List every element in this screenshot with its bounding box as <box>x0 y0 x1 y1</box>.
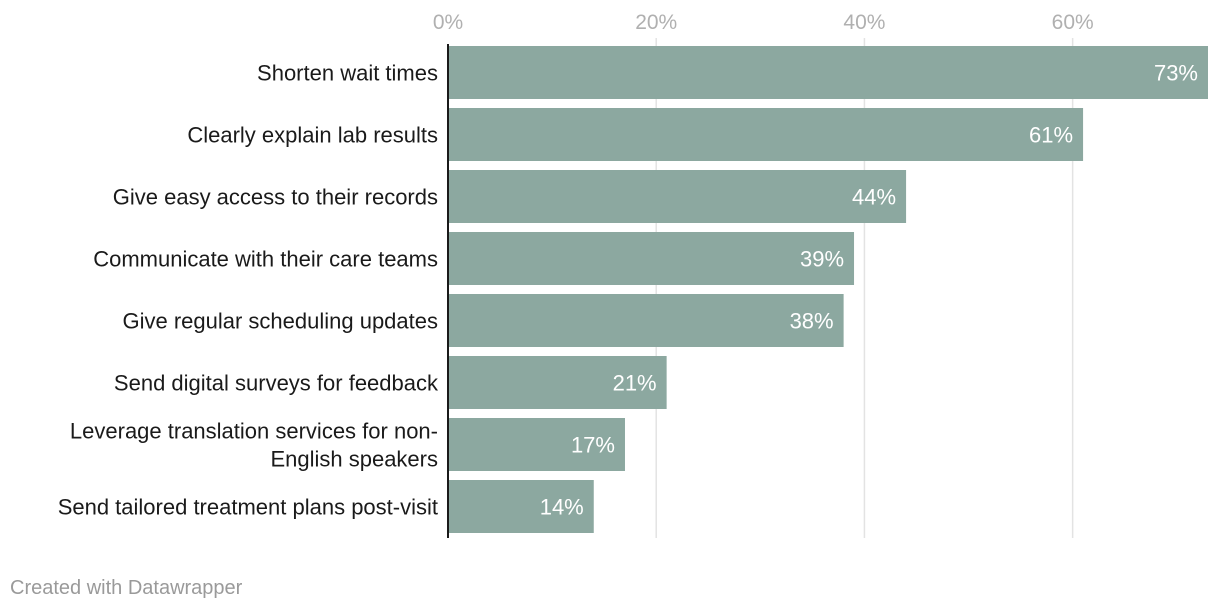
data-label: 44% <box>852 185 896 210</box>
bars <box>448 46 1208 533</box>
bar-chart: 0% 20% 40% 60% Shorten wait times Clearly ex… <box>58 11 1208 538</box>
data-label: 39% <box>800 247 844 272</box>
category-label: Clearly explain lab results <box>187 123 438 148</box>
x-tick-label: 0% <box>433 11 463 34</box>
bar <box>448 480 594 533</box>
data-label: 61% <box>1029 123 1073 148</box>
bar <box>448 232 855 285</box>
bar <box>448 108 1084 161</box>
x-tick-label: 20% <box>635 11 677 34</box>
category-label: Send digital surveys for feedback <box>114 371 439 396</box>
data-label: 17% <box>571 433 615 458</box>
footer-credit: Created with Datawrapper <box>10 577 243 599</box>
category-label: Shorten wait times <box>257 61 438 86</box>
category-label: Give easy access to their records <box>113 185 438 210</box>
data-label: 38% <box>790 309 834 334</box>
x-tick-label: 40% <box>843 11 885 34</box>
category-labels: Shorten wait times Clearly explain lab re… <box>58 61 439 520</box>
value-labels: 73% 61% 44% 39% 38% 21% 17% 14% <box>540 61 1198 520</box>
data-label: 14% <box>540 495 584 520</box>
bar <box>448 418 625 471</box>
x-tick-label: 60% <box>1052 11 1094 34</box>
data-label: 21% <box>613 371 657 396</box>
bar <box>448 170 907 223</box>
bar <box>448 356 667 409</box>
category-label: Send tailored treatment plans post-visit <box>58 495 438 520</box>
category-label: Give regular scheduling updates <box>122 309 438 334</box>
bar <box>448 294 844 347</box>
bar <box>448 46 1208 99</box>
category-label: Leverage translation services for non-En… <box>70 419 438 472</box>
category-label: Communicate with their care teams <box>93 247 438 272</box>
x-axis-ticks: 0% 20% 40% 60% <box>433 11 1094 34</box>
data-label: 73% <box>1154 61 1198 86</box>
